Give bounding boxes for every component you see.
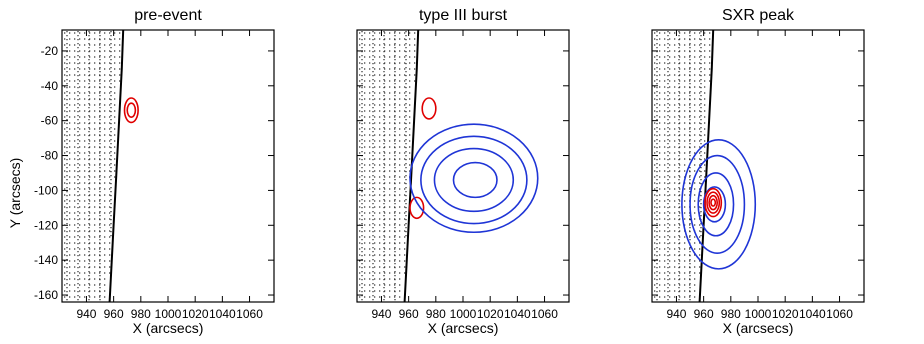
x-tick-label: 960: [399, 307, 419, 321]
red-contour: [706, 191, 721, 214]
blue-contour: [420, 135, 528, 225]
blue-contour: [702, 186, 727, 223]
x-tick-label: 1020: [772, 307, 799, 321]
solar-limb: [108, 30, 125, 302]
red-contour: [704, 187, 723, 218]
x-tick-label: 940: [371, 307, 391, 321]
panel-2: type III burst 940 960 980 1000 1020 1040 1060 X…: [356, 7, 570, 336]
plot-area: [359, 30, 539, 302]
red-contour: [710, 198, 717, 207]
x-tick-label: 1020: [477, 307, 504, 321]
blue-contour: [689, 154, 746, 254]
blue-contour: [433, 147, 515, 213]
red-contour: [123, 97, 139, 124]
y-tick-label: -60: [41, 114, 59, 128]
x-tick-label: 1000: [155, 307, 182, 321]
panel-title: type III burst: [419, 7, 508, 24]
panel-title: pre-event: [134, 7, 202, 24]
plot-frame: [651, 29, 865, 303]
y-axis-label: Y (arcsecs): [7, 158, 23, 229]
x-tick-label: 1060: [531, 307, 558, 321]
solar-grid-dots: [654, 31, 711, 301]
x-tick-label: 1040: [799, 307, 826, 321]
x-tick-label: 1060: [826, 307, 853, 321]
x-tick-label: 1000: [745, 307, 772, 321]
y-tick-label: -40: [41, 79, 59, 93]
blue-contour: [697, 172, 735, 237]
x-axis-label: X (arcsecs): [723, 320, 794, 336]
blue-contour: [681, 139, 757, 270]
y-tick-label: -20: [41, 44, 59, 58]
solar-limb: [698, 30, 715, 302]
y-tick-label: -160: [34, 288, 58, 302]
x-tick-label: 1040: [504, 307, 531, 321]
x-tick-label: 1060: [236, 307, 263, 321]
red-contour: [421, 97, 437, 120]
x-tick-label: 1000: [450, 307, 477, 321]
solar-grid-dots: [64, 31, 121, 301]
y-tick-label: -100: [34, 183, 58, 197]
y-tick-label: -140: [34, 253, 58, 267]
blue-contour: [409, 123, 539, 234]
x-tick-label: 960: [694, 307, 714, 321]
red-contour: [126, 102, 137, 118]
x-axis-label: X (arcsecs): [428, 320, 499, 336]
plot-area: [64, 30, 139, 302]
panel-3: SXR peak 940 960 980 1000 1020 1040 1060 X (arcs…: [651, 7, 865, 336]
x-tick-label: 940: [666, 307, 686, 321]
x-tick-label: 980: [721, 307, 741, 321]
y-tick-label: -120: [34, 218, 58, 232]
x-tick-label: 1040: [209, 307, 236, 321]
x-tick-label: 980: [426, 307, 446, 321]
x-tick-label: 960: [104, 307, 124, 321]
panel-1: pre-event 940 960 980 1000 1020 1040 1060 -20 -40…: [34, 7, 275, 336]
x-axis-label: X (arcsecs): [133, 320, 204, 336]
blue-contour: [452, 161, 498, 199]
solar-grid-dots: [359, 31, 416, 301]
x-tick-label: 980: [131, 307, 151, 321]
solar-limb: [403, 30, 420, 302]
x-tick-label: 940: [76, 307, 96, 321]
plot-frame: [61, 29, 275, 303]
y-tick-label: -80: [41, 149, 59, 163]
red-contour: [409, 196, 425, 220]
red-contour: [708, 194, 719, 211]
panel-title: SXR peak: [722, 7, 795, 24]
x-tick-label: 1020: [182, 307, 209, 321]
plot-area: [654, 30, 757, 302]
